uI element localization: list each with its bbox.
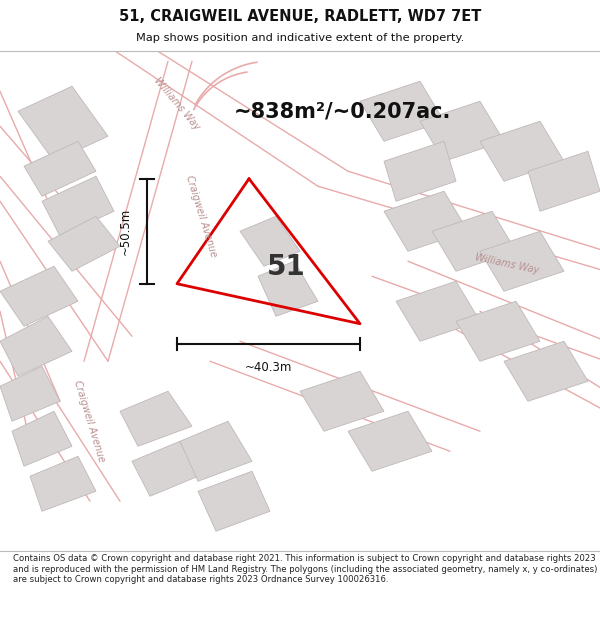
Text: 51: 51 xyxy=(266,253,305,281)
Polygon shape xyxy=(180,421,252,481)
Polygon shape xyxy=(198,471,270,531)
Polygon shape xyxy=(42,176,114,236)
Polygon shape xyxy=(258,261,318,316)
Polygon shape xyxy=(18,86,108,161)
Text: Williams Way: Williams Way xyxy=(474,252,540,276)
Polygon shape xyxy=(396,281,480,341)
Text: Contains OS data © Crown copyright and database right 2021. This information is : Contains OS data © Crown copyright and d… xyxy=(13,554,598,584)
Polygon shape xyxy=(0,316,72,376)
Polygon shape xyxy=(480,121,564,181)
Polygon shape xyxy=(384,191,468,251)
Polygon shape xyxy=(360,81,444,141)
Text: Craigweil Avenue: Craigweil Avenue xyxy=(71,379,106,463)
Polygon shape xyxy=(240,216,300,266)
Text: 51, CRAIGWEIL AVENUE, RADLETT, WD7 7ET: 51, CRAIGWEIL AVENUE, RADLETT, WD7 7ET xyxy=(119,9,481,24)
Polygon shape xyxy=(348,411,432,471)
Polygon shape xyxy=(24,141,96,196)
Text: Map shows position and indicative extent of the property.: Map shows position and indicative extent… xyxy=(136,33,464,43)
Polygon shape xyxy=(300,371,384,431)
Polygon shape xyxy=(384,141,456,201)
Text: Williams Way: Williams Way xyxy=(152,76,202,132)
Polygon shape xyxy=(456,301,540,361)
Text: ~838m²/~0.207ac.: ~838m²/~0.207ac. xyxy=(233,101,451,121)
Polygon shape xyxy=(0,366,60,421)
Polygon shape xyxy=(120,391,192,446)
Polygon shape xyxy=(528,151,600,211)
Polygon shape xyxy=(480,231,564,291)
Text: ~50.5m: ~50.5m xyxy=(119,208,132,255)
Polygon shape xyxy=(30,456,96,511)
Polygon shape xyxy=(420,101,504,161)
Polygon shape xyxy=(48,216,120,271)
Polygon shape xyxy=(12,411,72,466)
Text: ~40.3m: ~40.3m xyxy=(245,361,292,374)
Polygon shape xyxy=(132,441,198,496)
Polygon shape xyxy=(432,211,516,271)
Polygon shape xyxy=(0,266,78,326)
Polygon shape xyxy=(504,341,588,401)
Text: Craigweil Avenue: Craigweil Avenue xyxy=(184,174,218,258)
